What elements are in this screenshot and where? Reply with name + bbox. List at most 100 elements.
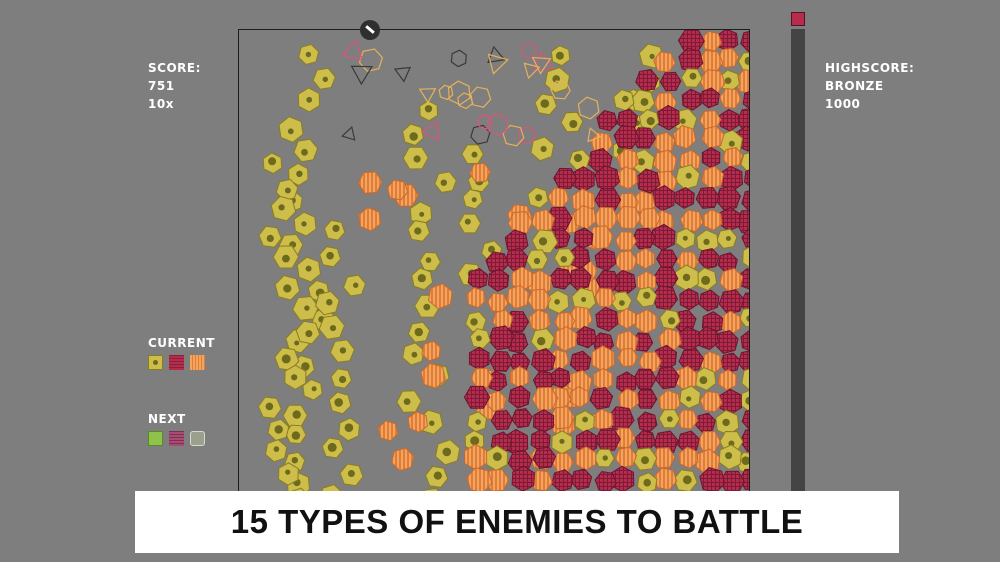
cheese-spot bbox=[353, 282, 359, 288]
next-label: NEXT bbox=[148, 412, 186, 426]
crimson-enemy bbox=[616, 371, 637, 395]
cheese-spot bbox=[533, 257, 541, 265]
crimson-enemy bbox=[719, 108, 740, 132]
crimson-enemy bbox=[631, 227, 656, 250]
cheese-spot bbox=[278, 204, 285, 211]
crimson-enemy bbox=[463, 385, 491, 409]
orange-enemy bbox=[614, 446, 638, 468]
current-orange-swatch bbox=[190, 355, 205, 370]
crimson-enemy bbox=[573, 227, 594, 249]
crimson-enemy bbox=[739, 429, 749, 452]
orange-enemy bbox=[679, 209, 704, 232]
cheese-spot bbox=[680, 118, 686, 124]
orange-enemy bbox=[617, 347, 639, 367]
orange-enemy bbox=[616, 166, 639, 190]
crimson-enemy bbox=[695, 412, 716, 434]
cheese-spot bbox=[305, 51, 312, 58]
crimson-enemy bbox=[655, 366, 680, 390]
cheese-spot bbox=[745, 396, 749, 405]
cheese-spot bbox=[622, 95, 629, 103]
crimson-enemy bbox=[674, 187, 695, 209]
crimson-enemy bbox=[742, 91, 749, 110]
orange-enemy bbox=[617, 308, 637, 330]
cheese-spot bbox=[311, 386, 317, 392]
crimson-enemy bbox=[489, 350, 513, 372]
orange-enemy bbox=[553, 326, 578, 352]
orange-enemy bbox=[377, 420, 399, 442]
cheese-spot bbox=[554, 299, 560, 305]
crimson-enemy bbox=[695, 186, 720, 209]
cheese-spot bbox=[666, 416, 673, 422]
cheese-spot bbox=[304, 305, 310, 311]
crimson-enemy bbox=[635, 68, 659, 92]
ghost-enemy-outline bbox=[587, 127, 602, 143]
cheese-spot bbox=[685, 172, 692, 179]
ghost-enemy-outline bbox=[420, 120, 440, 142]
crimson-enemy bbox=[718, 289, 745, 315]
orange-enemy bbox=[420, 362, 446, 389]
cheese-spot bbox=[555, 51, 564, 60]
crimson-enemy bbox=[634, 430, 657, 451]
cheese-spot bbox=[424, 105, 433, 113]
cheese-spot bbox=[411, 351, 418, 358]
cheese-spot bbox=[284, 187, 291, 194]
crimson-enemy bbox=[508, 385, 531, 409]
current-pieces-panel: CURRENT bbox=[148, 334, 215, 370]
cheese-spot bbox=[403, 398, 411, 405]
cheese-spot bbox=[283, 284, 292, 293]
orange-enemy bbox=[487, 292, 509, 313]
crimson-enemy bbox=[738, 468, 749, 490]
cheese-spot bbox=[409, 132, 418, 141]
cheese-spot bbox=[741, 456, 749, 465]
orange-enemy bbox=[549, 406, 575, 430]
ghost-enemy-outline bbox=[487, 53, 509, 75]
orange-enemy bbox=[614, 250, 638, 272]
game-arena[interactable] bbox=[238, 29, 750, 499]
cheese-spot bbox=[746, 315, 749, 322]
cheese-spot bbox=[414, 227, 422, 235]
orange-enemy bbox=[636, 247, 655, 270]
cheese-spot bbox=[640, 98, 649, 106]
cheese-spot bbox=[292, 410, 301, 419]
cannon-icon[interactable] bbox=[360, 20, 380, 40]
next-pieces-panel: NEXT bbox=[148, 410, 205, 446]
score-label: SCORE: bbox=[148, 61, 201, 75]
cheese-spot bbox=[582, 416, 588, 423]
cheese-spot bbox=[537, 337, 546, 346]
cheese-spot bbox=[291, 431, 301, 440]
orange-enemy bbox=[465, 287, 487, 309]
orange-enemy bbox=[614, 231, 637, 251]
crimson-enemy bbox=[594, 248, 617, 271]
crimson-enemy bbox=[594, 470, 617, 493]
cheese-spot bbox=[429, 420, 435, 426]
cheese-spot bbox=[744, 56, 749, 66]
cheese-spot bbox=[682, 273, 691, 282]
crimson-enemy bbox=[551, 469, 574, 493]
orange-enemy bbox=[407, 411, 429, 433]
crimson-enemy bbox=[700, 87, 720, 109]
ghost-enemy-outline bbox=[341, 125, 356, 141]
ghost-enemy-outline bbox=[450, 49, 467, 68]
ghost-enemy-outline bbox=[487, 113, 509, 137]
orange-enemy bbox=[658, 389, 681, 414]
cheese-spot bbox=[569, 120, 578, 128]
orange-enemy bbox=[672, 124, 697, 150]
cheese-spot bbox=[538, 237, 548, 246]
cheese-spot bbox=[305, 330, 313, 338]
cheese-spot bbox=[725, 236, 731, 241]
cheese-spot bbox=[291, 374, 298, 381]
progress-cap-icon bbox=[791, 12, 805, 26]
next-ghost-swatch bbox=[190, 431, 205, 446]
orange-enemy bbox=[653, 51, 676, 73]
cheese-spot bbox=[417, 274, 426, 283]
ghost-enemy-outline bbox=[476, 114, 493, 130]
enemy-pile bbox=[257, 30, 749, 498]
cheese-spot bbox=[668, 317, 676, 325]
current-label: CURRENT bbox=[148, 336, 215, 350]
ghost-enemy-outline bbox=[502, 124, 525, 147]
cheese-spot bbox=[581, 297, 587, 302]
cheese-spot bbox=[699, 376, 708, 385]
orange-enemy bbox=[569, 386, 590, 408]
crimson-enemy bbox=[656, 249, 678, 269]
ghost-enemy-outline bbox=[341, 39, 363, 61]
